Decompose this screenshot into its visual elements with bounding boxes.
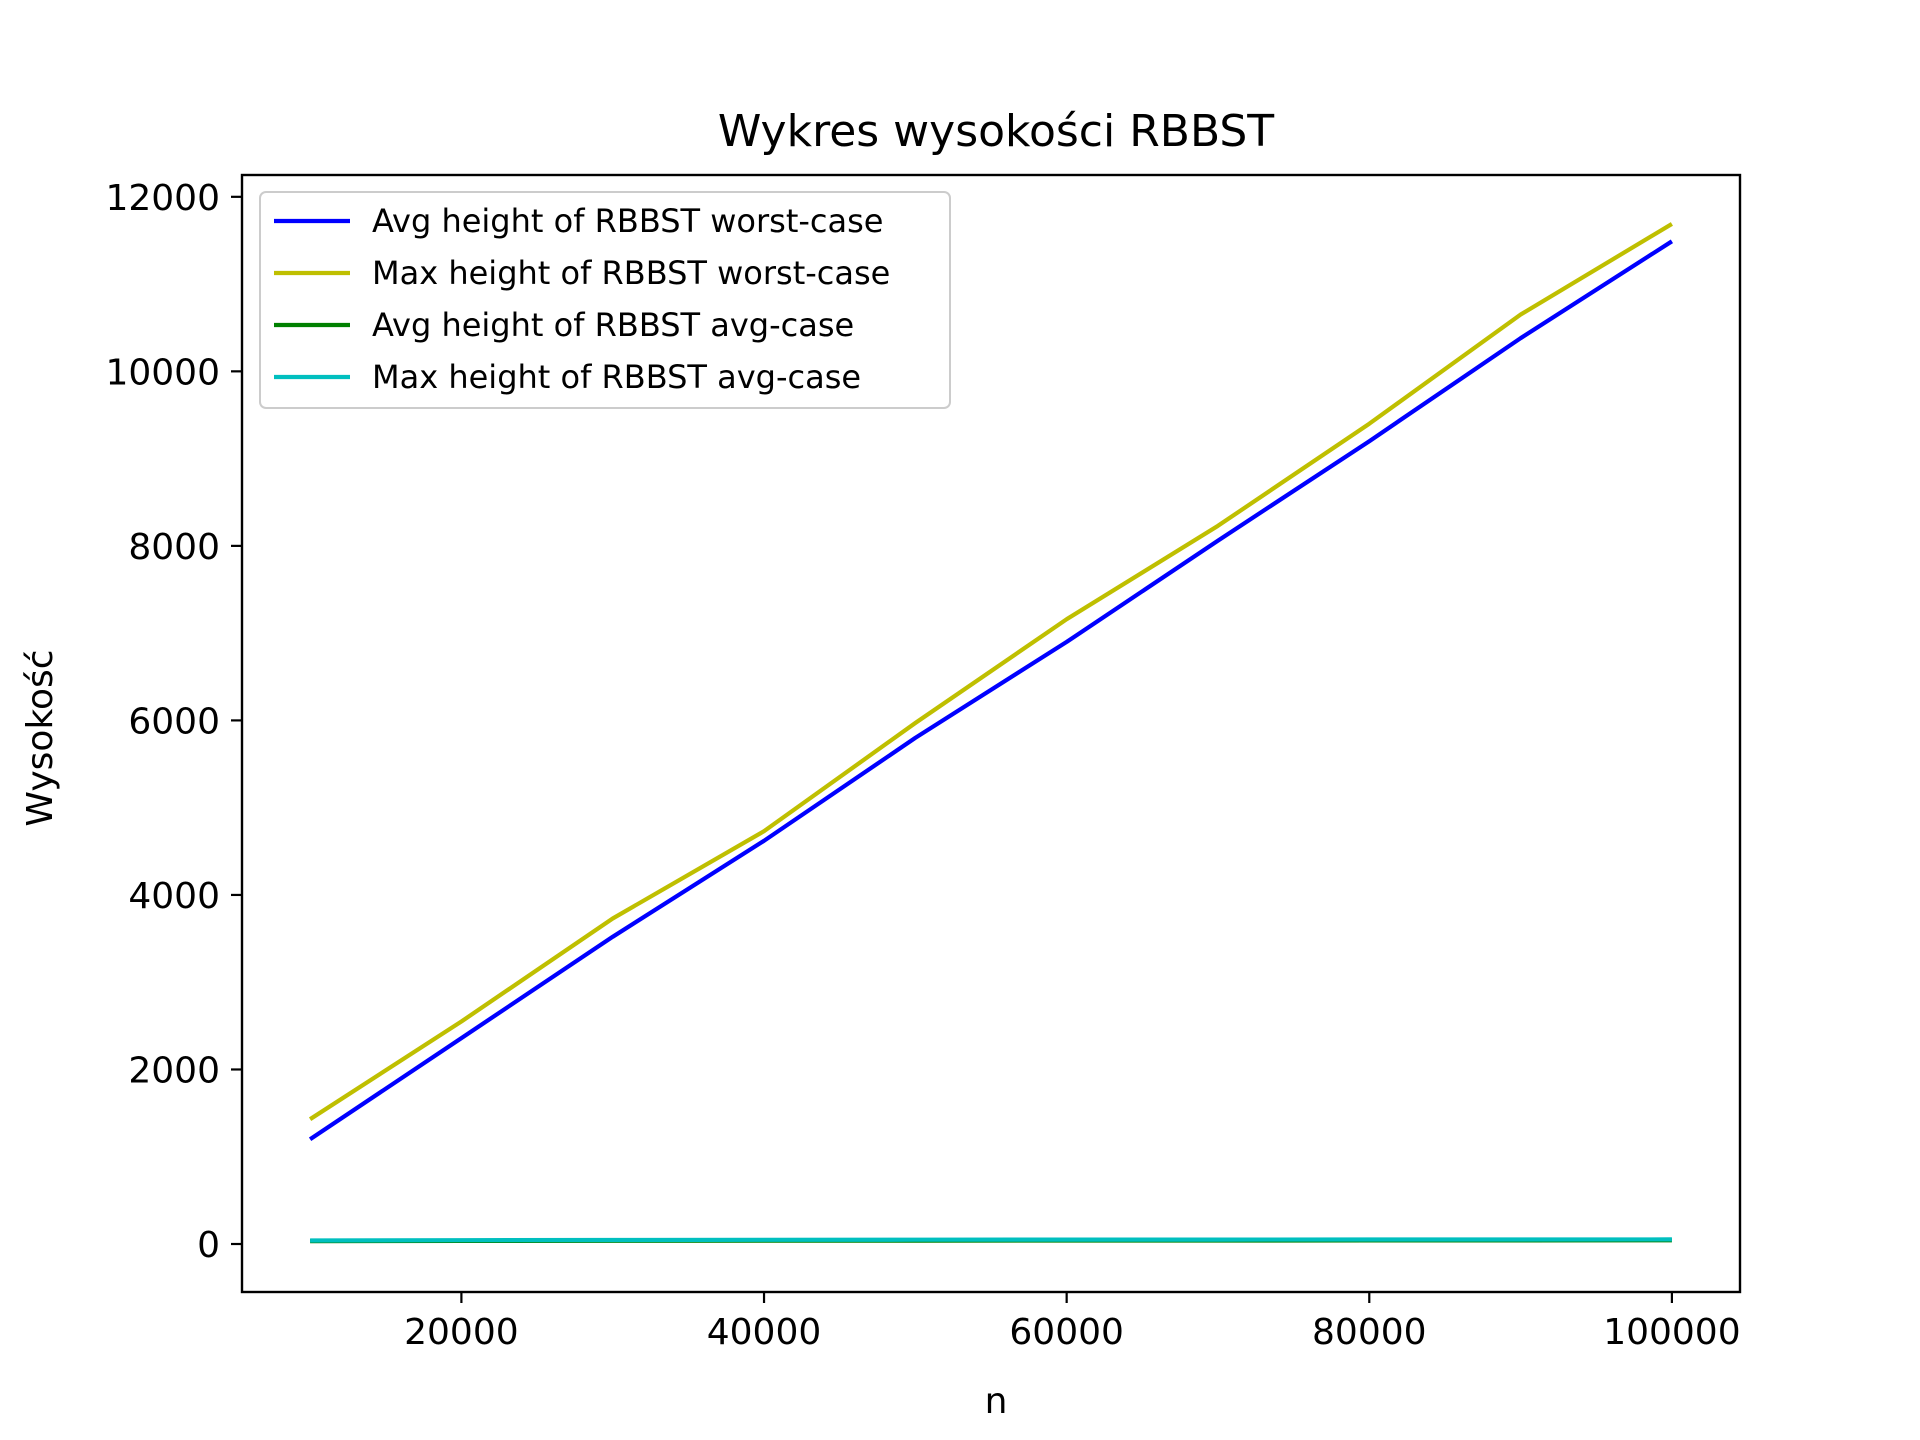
y-axis: 0 2000 4000 6000 8000 10000 12000 [105, 178, 242, 1266]
x-tick-label: 40000 [707, 1312, 822, 1353]
x-axis: 20000 40000 60000 80000 100000 [404, 1292, 1741, 1353]
x-axis-label: n [985, 1381, 1008, 1422]
y-tick-label: 0 [197, 1225, 220, 1266]
series-line-1 [308, 239, 1674, 1142]
x-tick-label: 100000 [1603, 1312, 1740, 1353]
legend-label-4: Max height of RBBST avg-case [372, 358, 861, 396]
y-tick-label: 10000 [105, 352, 220, 393]
y-tick-label: 6000 [128, 701, 220, 742]
series-line-4 [310, 1237, 1672, 1243]
series-layer [240, 173, 1742, 1294]
y-tick-label: 2000 [128, 1050, 220, 1091]
legend-label-3: Avg height of RBBST avg-case [372, 306, 854, 344]
legend-box [259, 191, 951, 409]
x-tick-label: 80000 [1312, 1312, 1427, 1353]
x-tick-label: 60000 [1009, 1312, 1124, 1353]
y-tick-label: 12000 [105, 178, 220, 219]
plot-frame [240, 173, 1742, 1294]
legend: Avg height of RBBST worst-case Max height… [259, 191, 951, 409]
chart-title: Wykres wysokości RBBST [718, 106, 1274, 157]
y-axis-label: Wysokość [20, 649, 61, 826]
series-line-2 [308, 222, 1673, 1121]
y-tick-label: 8000 [128, 527, 220, 568]
x-tick-label: 20000 [404, 1312, 519, 1353]
legend-label-1: Avg height of RBBST worst-case [372, 202, 883, 240]
y-tick-label: 4000 [128, 876, 220, 917]
legend-label-2: Max height of RBBST worst-case [372, 254, 890, 292]
